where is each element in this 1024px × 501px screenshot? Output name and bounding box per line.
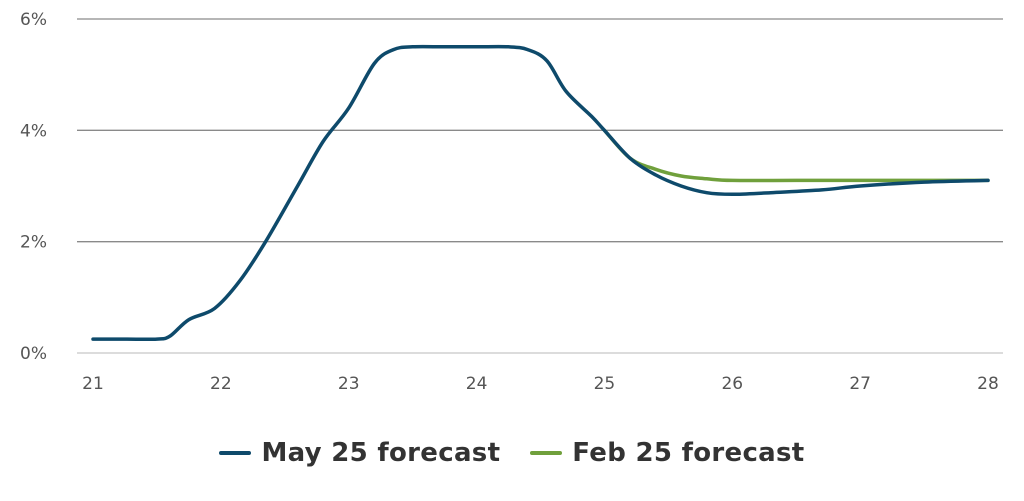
series-line-feb-25-forecast [602, 128, 990, 183]
x-tick-label: 27 [849, 374, 871, 394]
legend-item-feb-25: Feb 25 forecast [530, 438, 804, 468]
legend-item-may-25: May 25 forecast [219, 438, 500, 468]
legend: May 25 forecast Feb 25 forecast [0, 428, 1024, 478]
legend-swatch-feb-25 [530, 451, 563, 455]
x-axis-ticks: 21 22 23 24 25 26 27 28 [82, 374, 999, 394]
y-tick-label: 2% [20, 233, 47, 253]
y-tick-label: 6% [20, 10, 47, 30]
legend-label-feb-25: Feb 25 forecast [572, 438, 805, 468]
legend-swatch-may-25 [219, 451, 252, 455]
series-lines [91, 44, 990, 342]
legend-label-may-25: May 25 forecast [261, 438, 501, 468]
series-line-may-25-forecast [91, 44, 990, 342]
x-tick-label: 21 [82, 374, 104, 394]
y-axis-ticks: 0% 2% 4% 6% [20, 10, 47, 364]
x-tick-label: 24 [466, 374, 488, 394]
y-tick-label: 0% [20, 344, 47, 364]
x-tick-label: 28 [977, 374, 999, 394]
line-chart: 0% 2% 4% 6% 21 22 23 24 25 26 27 28 [20, 10, 1003, 394]
y-tick-label: 4% [20, 121, 47, 141]
x-tick-label: 25 [594, 374, 616, 394]
x-tick-label: 23 [338, 374, 360, 394]
x-tick-label: 26 [721, 374, 743, 394]
gridlines [77, 18, 1003, 354]
x-tick-label: 22 [210, 374, 232, 394]
